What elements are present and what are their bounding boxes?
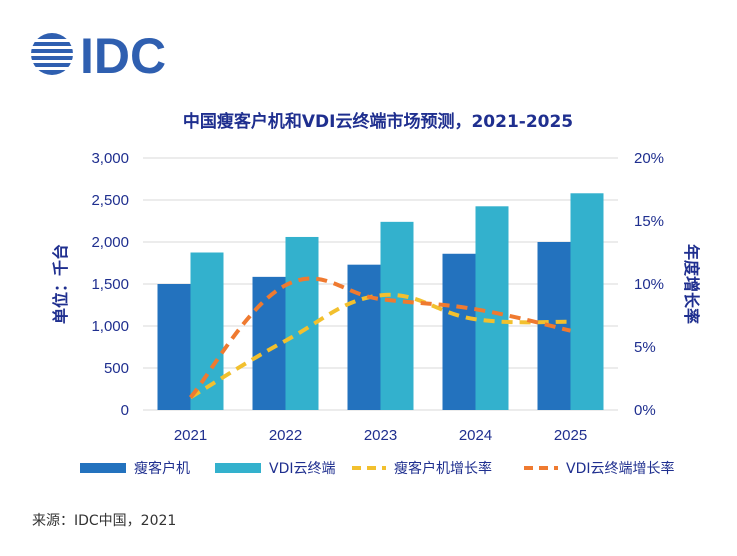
legend-swatch <box>80 463 126 473</box>
y2-tick-label: 15% <box>634 213 664 230</box>
y2-tick-label: 0% <box>634 402 656 419</box>
x-tick-label: 2022 <box>269 427 302 444</box>
x-tick-label: 2025 <box>554 427 587 444</box>
series-line <box>189 292 571 400</box>
bar <box>285 236 319 410</box>
x-tick-label: 2024 <box>459 427 492 444</box>
bar <box>347 264 381 410</box>
logo-wordmark: IDC <box>80 30 166 78</box>
globe-icon <box>30 33 74 75</box>
legend-label: 瘦客户机 <box>134 460 190 477</box>
x-tick-label: 2021 <box>174 427 207 444</box>
bar <box>442 253 476 410</box>
bar <box>190 252 224 410</box>
y-tick-label: 1,500 <box>91 276 129 293</box>
y-tick-label: 1,000 <box>91 318 129 335</box>
x-tick-label: 2023 <box>364 427 397 444</box>
legend: 瘦客户机 VDI云终端 瘦客户机增长率 VDI云终端增长率 <box>80 460 675 477</box>
bar <box>157 284 191 410</box>
bar <box>380 221 414 410</box>
bar <box>570 193 604 410</box>
y-tick-label: 500 <box>104 360 129 377</box>
legend-label: 瘦客户机增长率 <box>394 460 492 477</box>
y2-tick-label: 5% <box>634 339 656 356</box>
idc-logo: IDC <box>30 30 166 78</box>
y2-tick-label: 10% <box>634 276 664 293</box>
y-tick-label: 2,500 <box>91 192 129 209</box>
growth-lines <box>188 276 571 400</box>
right-axis-title: 年度增长率 <box>682 244 701 324</box>
y2-tick-label: 20% <box>634 150 664 167</box>
legend-swatch <box>215 463 261 473</box>
y-tick-label: 2,000 <box>91 234 129 251</box>
source-note: 来源：IDC中国，2021 <box>32 513 177 529</box>
series-line <box>188 276 571 399</box>
legend-label: VDI云终端增长率 <box>566 460 675 477</box>
left-axis-title: 单位：千台 <box>51 244 70 324</box>
y-tick-label: 0 <box>121 402 129 419</box>
right-axis-ticks: 0% 5% 10% 15% 20% <box>634 150 664 419</box>
left-axis-ticks: 0 500 1,000 1,500 2,000 2,500 3,000 <box>91 150 129 419</box>
x-axis-ticks: 2021 2022 2023 2024 2025 <box>174 427 587 444</box>
legend-label: VDI云终端 <box>269 461 336 477</box>
chart-title: 中国瘦客户机和VDI云终端市场预测，2021-2025 <box>183 111 573 132</box>
y-tick-label: 3,000 <box>91 150 129 167</box>
